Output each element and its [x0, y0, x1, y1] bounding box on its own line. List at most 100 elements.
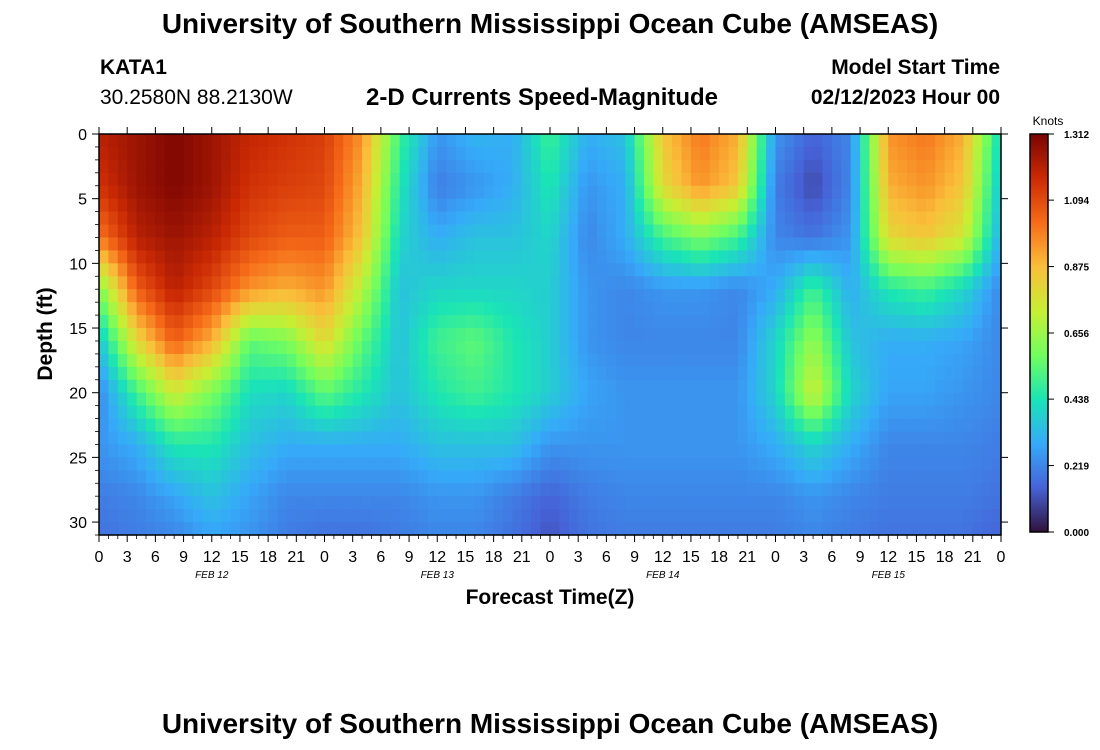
- heatmap-cell: [474, 366, 485, 381]
- heatmap-cell: [409, 263, 420, 277]
- heatmap-cell: [456, 457, 467, 471]
- heatmap-cell: [127, 134, 138, 148]
- heatmap-cell: [690, 392, 701, 407]
- heatmap-cell: [625, 483, 636, 497]
- heatmap-cell: [672, 457, 683, 471]
- heatmap-cell: [991, 405, 1002, 420]
- heatmap-cell: [831, 470, 842, 484]
- heatmap-cell: [897, 263, 908, 277]
- heatmap-cell: [963, 522, 974, 536]
- heatmap-cell: [211, 172, 222, 187]
- heatmap-cell: [230, 457, 241, 471]
- heatmap-cell: [963, 444, 974, 458]
- heatmap-cell: [860, 509, 871, 523]
- heatmap-cell: [136, 134, 147, 148]
- heatmap-cell: [286, 315, 297, 329]
- heatmap-cell: [531, 366, 542, 381]
- heatmap-cell: [399, 496, 410, 510]
- heatmap-cell: [183, 328, 194, 342]
- heatmap-cell: [409, 496, 420, 510]
- heatmap-cell: [831, 418, 842, 433]
- heatmap-cell: [155, 172, 166, 187]
- heatmap-cell: [324, 353, 335, 368]
- heatmap-cell: [117, 457, 128, 471]
- heatmap-cell: [615, 172, 626, 187]
- heatmap-cell: [634, 172, 645, 187]
- heatmap-cell: [606, 405, 617, 420]
- heatmap-cell: [155, 263, 166, 277]
- heatmap-cell: [982, 185, 993, 200]
- heatmap-cell: [784, 457, 795, 471]
- heatmap-cell: [390, 431, 401, 446]
- heatmap-cell: [286, 263, 297, 277]
- heatmap-cell: [916, 302, 927, 316]
- heatmap-cell: [559, 328, 570, 342]
- heatmap-cell: [860, 353, 871, 368]
- heatmap-cell: [869, 134, 880, 148]
- heatmap-cell: [737, 198, 748, 213]
- heatmap-cell: [465, 315, 476, 329]
- heatmap-cell: [813, 250, 824, 264]
- heatmap-cell: [615, 302, 626, 316]
- heatmap-cell: [775, 328, 786, 342]
- heatmap-cell: [907, 470, 918, 484]
- heatmap-cell: [117, 470, 128, 484]
- heatmap-cell: [484, 263, 495, 277]
- heatmap-cell: [296, 198, 307, 213]
- heatmap-cell: [427, 405, 438, 420]
- heatmap-cell: [756, 431, 767, 446]
- heatmap-cell: [803, 353, 814, 368]
- heatmap-cell: [531, 185, 542, 200]
- heatmap-cell: [315, 405, 326, 420]
- heatmap-cell: [305, 276, 316, 290]
- heatmap-cell: [352, 379, 363, 394]
- heatmap-cell: [484, 379, 495, 394]
- heatmap-cell: [343, 263, 354, 277]
- heatmap-cell: [99, 315, 109, 329]
- heatmap-cell: [784, 289, 795, 303]
- heatmap-cell: [108, 353, 119, 368]
- heatmap-cell: [221, 302, 232, 316]
- heatmap-cell: [756, 340, 767, 355]
- heatmap-cell: [183, 379, 194, 394]
- heatmap-cell: [503, 289, 514, 303]
- heatmap-cell: [737, 134, 748, 148]
- heatmap-cell: [531, 392, 542, 407]
- heatmap-cell: [907, 159, 918, 174]
- heatmap-cell: [982, 237, 993, 252]
- heatmap-cell: [399, 146, 410, 161]
- heatmap-cell: [944, 185, 955, 200]
- heatmap-cell: [99, 146, 109, 161]
- heatmap-cell: [324, 444, 335, 458]
- heatmap-cell: [249, 276, 260, 290]
- heatmap-cell: [211, 483, 222, 497]
- heatmap-cell: [615, 431, 626, 446]
- heatmap-cell: [164, 379, 175, 394]
- heatmap-cell: [380, 379, 391, 394]
- heatmap-cell: [324, 431, 335, 446]
- heatmap-cell: [775, 224, 786, 239]
- heatmap-cell: [747, 366, 758, 381]
- heatmap-cell: [888, 172, 899, 187]
- heatmap-cell: [719, 159, 730, 174]
- heatmap-cell: [888, 146, 899, 161]
- heatmap-cell: [756, 509, 767, 523]
- heatmap-cell: [578, 509, 589, 523]
- heatmap-cell: [709, 522, 720, 536]
- heatmap-cell: [766, 302, 777, 316]
- heatmap-cell: [878, 198, 889, 213]
- heatmap-cell: [850, 431, 861, 446]
- heatmap-cell: [427, 496, 438, 510]
- heatmap-cell: [794, 146, 805, 161]
- heatmap-cell: [127, 146, 138, 161]
- heatmap-cell: [145, 237, 156, 252]
- heatmap-cell: [192, 198, 203, 213]
- heatmap-cell: [756, 457, 767, 471]
- heatmap-cell: [493, 134, 504, 148]
- heatmap-cell: [286, 340, 297, 355]
- heatmap-cell: [164, 302, 175, 316]
- model-start-time: 02/12/2023 Hour 00: [810, 86, 1000, 109]
- heatmap-cell: [202, 496, 213, 510]
- heatmap-cell: [719, 224, 730, 239]
- heatmap-cell: [907, 340, 918, 355]
